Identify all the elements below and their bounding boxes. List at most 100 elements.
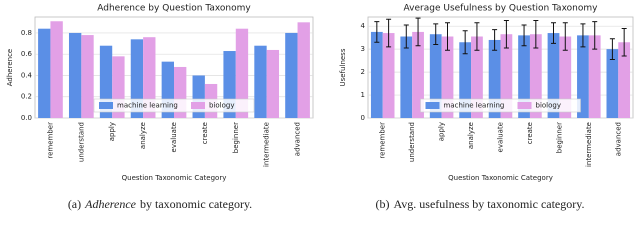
error-bar: [433, 23, 439, 46]
error-bar: [551, 22, 556, 44]
caption-label: (b): [376, 197, 390, 211]
error-bar: [521, 24, 527, 47]
error-bar: [415, 17, 421, 47]
legend-label: biology: [209, 102, 234, 110]
x-tick-label: apply: [438, 122, 446, 141]
bar: [500, 34, 513, 118]
bar: [68, 32, 82, 118]
legend-label: machine learning: [117, 102, 178, 110]
bar: [488, 39, 501, 118]
error-bar: [609, 38, 615, 60]
chart-title: Adherence by Question Taxonomy: [97, 4, 251, 14]
y-tick-label: 0.4: [21, 71, 33, 79]
bar: [429, 34, 442, 118]
x-tick-label: understand: [408, 122, 416, 162]
legend-swatch: [517, 102, 532, 109]
bar: [370, 31, 383, 118]
bar: [547, 33, 560, 119]
bar: [518, 35, 530, 119]
x-axis-label: Question Taxonomic Category: [122, 174, 227, 182]
legend-swatch: [425, 102, 440, 109]
x-tick-label: advanced: [614, 122, 622, 156]
bar: [459, 42, 472, 118]
caption-text: Avg. usefulness by taxonomic category.: [394, 197, 585, 211]
x-tick-label: evaluate: [497, 122, 505, 152]
x-tick-label: beginner: [555, 122, 563, 153]
x-tick-label: analyze: [467, 122, 475, 149]
y-tick-label: 0.2: [21, 93, 32, 101]
figure: 0.0 0.2 0.4 0.6 0.8 remember understand apply an…: [6, 4, 634, 211]
bar: [130, 39, 144, 118]
y-axis-label: Adherence: [6, 49, 14, 86]
legend-box: [93, 98, 255, 113]
error-bar: [474, 22, 480, 51]
error-bar: [492, 29, 498, 51]
bar: [38, 28, 51, 119]
x-tick-label: apply: [108, 122, 116, 141]
x-tick-label: advanced: [294, 122, 302, 156]
error-bar: [462, 30, 468, 55]
bar: [297, 22, 310, 119]
bar: [606, 49, 619, 118]
x-tick-label: intermediate: [263, 122, 271, 167]
error-bar: [386, 18, 392, 48]
page: 0.0 0.2 0.4 0.6 0.8 remember understand apply an…: [6, 3, 634, 211]
legend-box: [420, 98, 581, 113]
bar: [400, 36, 413, 118]
x-tick-label: intermediate: [585, 122, 593, 167]
caption-label: (a): [68, 197, 81, 211]
bar: [412, 31, 424, 118]
legend-label: machine learning: [444, 102, 505, 110]
y-tick-label: 0.6: [21, 50, 33, 58]
caption-emphasis: Adherence: [84, 197, 137, 211]
x-tick-label: create: [526, 122, 534, 144]
x-tick-label: remember: [379, 122, 387, 159]
x-tick-label: beginner: [232, 122, 240, 153]
error-bar: [592, 21, 598, 50]
bar: [559, 36, 572, 118]
y-tick-label: 1: [361, 91, 365, 99]
bar: [441, 36, 454, 118]
bar: [143, 37, 156, 119]
error-bar: [580, 23, 586, 48]
error-bar: [374, 21, 380, 43]
error-bar: [445, 22, 450, 51]
error-bar: [562, 22, 568, 51]
caption: (b) Avg. usefulness by taxonomic category…: [376, 197, 585, 211]
legend-swatch: [99, 102, 113, 109]
y-tick-label: 3: [361, 45, 365, 53]
bar: [81, 35, 94, 118]
legend-label: biology: [536, 102, 561, 110]
bar: [618, 42, 631, 118]
caption: (a) Adherence by taxonomic category.: [68, 197, 252, 211]
bar: [577, 35, 589, 119]
y-axis-label: Usefulness: [339, 48, 347, 86]
error-bar: [533, 19, 539, 49]
y-tick-label: 4: [361, 22, 366, 30]
bar: [471, 36, 483, 118]
bar: [529, 34, 542, 118]
x-tick-label: analyze: [139, 122, 147, 149]
error-bar: [503, 19, 509, 49]
y-tick-label: 0: [361, 114, 365, 122]
y-tick-label: 0.0: [21, 114, 32, 122]
legend-swatch: [191, 102, 205, 109]
x-axis-label: Question Taxonomic Category: [448, 174, 553, 182]
bar: [254, 45, 267, 118]
bar: [285, 32, 298, 118]
x-tick-label: remember: [46, 122, 54, 159]
x-tick-label: create: [201, 122, 209, 144]
bar: [235, 28, 249, 119]
caption-text: by taxonomic category.: [140, 197, 252, 211]
y-tick-label: 2: [361, 68, 365, 76]
x-tick-label: understand: [77, 122, 85, 162]
chart-title: Average Usefulness by Question Taxonomy: [404, 4, 599, 14]
error-bar: [621, 27, 627, 57]
x-tick-label: evaluate: [170, 122, 178, 152]
error-bar: [403, 24, 409, 49]
y-tick-label: 0.8: [21, 29, 32, 37]
bar: [50, 21, 63, 118]
bar: [588, 35, 601, 119]
bar: [382, 33, 395, 119]
bar: [266, 49, 280, 118]
